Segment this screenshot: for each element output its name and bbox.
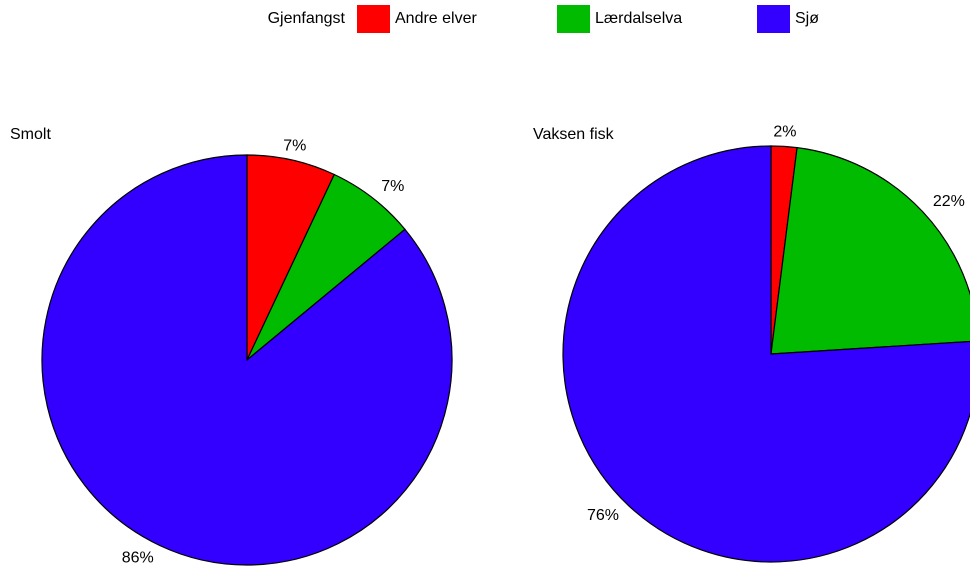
legend-label: Andre elver <box>395 10 477 27</box>
pie-slice <box>562 145 970 563</box>
slice-label: 2% <box>773 124 796 141</box>
chart-title: Vaksen fisk <box>533 126 615 143</box>
slice-label: 7% <box>381 178 404 195</box>
legend-swatch <box>357 5 390 33</box>
legend-swatch <box>757 5 790 33</box>
legend-label: Lærdalselva <box>595 10 682 27</box>
slice-label: 76% <box>587 507 619 524</box>
pie-slice <box>770 146 970 355</box>
slice-label: 22% <box>933 193 965 210</box>
slice-label: 7% <box>283 137 306 154</box>
legend-swatch <box>557 5 590 33</box>
legend-title: Gjenfangst <box>268 10 346 27</box>
pie-slice <box>41 154 453 566</box>
slice-label: 86% <box>122 549 154 566</box>
chart-title: Smolt <box>10 126 51 143</box>
legend-label: Sjø <box>795 10 819 27</box>
